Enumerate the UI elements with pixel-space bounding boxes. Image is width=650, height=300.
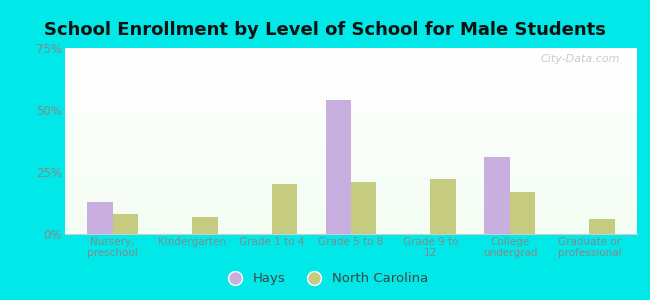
Bar <box>112 214 138 234</box>
Bar <box>326 100 351 234</box>
Bar <box>590 219 615 234</box>
Bar <box>272 184 297 234</box>
Bar <box>484 157 510 234</box>
Bar <box>430 179 456 234</box>
Text: City-Data.com: City-Data.com <box>540 54 620 64</box>
Bar <box>192 217 218 234</box>
Legend: Hays, North Carolina: Hays, North Carolina <box>217 267 433 290</box>
Bar <box>510 192 536 234</box>
Text: School Enrollment by Level of School for Male Students: School Enrollment by Level of School for… <box>44 21 606 39</box>
Bar <box>351 182 376 234</box>
Bar <box>87 202 112 234</box>
